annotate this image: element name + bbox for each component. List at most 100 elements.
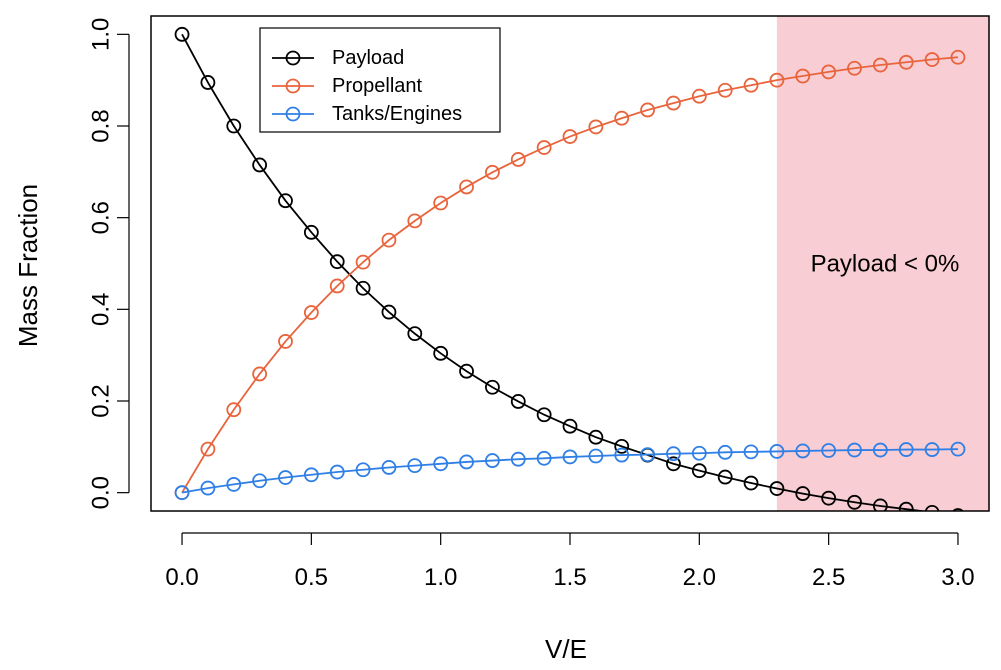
series-payload: [174, 26, 964, 511]
shaded-region-label: Payload < 0%: [811, 251, 960, 278]
data-point: [459, 363, 474, 379]
data-point: [769, 72, 785, 88]
data-point: [433, 195, 449, 211]
data-point: [278, 470, 293, 485]
data-point: [252, 473, 268, 489]
data-point: [691, 445, 707, 461]
data-point: [381, 460, 397, 475]
legend-label: Tanks/Engines: [332, 103, 462, 125]
data-point: [226, 402, 242, 418]
data-point: [510, 152, 526, 167]
x-tick-label: 1.0: [424, 564, 457, 591]
y-axis: 0.0 0.2 0.4 0.6 0.8 1.0: [88, 18, 130, 509]
data-point: [252, 157, 268, 173]
data-point: [329, 278, 345, 294]
data-point: [588, 429, 604, 445]
data-point: [821, 443, 837, 458]
data-point: [200, 75, 216, 90]
x-tick-label: 3.0: [941, 564, 974, 591]
data-point: [303, 224, 319, 240]
data-point: [666, 456, 681, 472]
legend-entry: Propellant: [272, 75, 423, 97]
data-point: [691, 463, 707, 479]
plot-frame: [150, 15, 990, 512]
x-tick-label: 2.0: [683, 564, 716, 591]
data-point: [433, 456, 449, 472]
x-axis-title: V/E: [545, 634, 587, 664]
series-line: [181, 33, 929, 511]
data-point: [795, 443, 811, 459]
data-point: [950, 49, 966, 65]
data-point: [433, 345, 449, 361]
data-point: [485, 379, 500, 395]
data-point: [950, 441, 966, 457]
y-tick-label: 0.4: [88, 293, 115, 326]
data-point: [924, 52, 940, 67]
legend-marker: [285, 78, 301, 94]
y-axis-title: Mass Fraction: [13, 184, 43, 347]
x-tick-label: 0.5: [295, 564, 328, 591]
series-line: [181, 56, 959, 494]
data-point: [691, 88, 707, 104]
data-point: [769, 481, 785, 496]
data-point: [226, 118, 242, 134]
data-point: [536, 450, 552, 466]
data-point: [174, 26, 190, 42]
data-point: [278, 193, 293, 209]
data-point: [355, 280, 371, 296]
data-point: [847, 60, 862, 76]
data-point: [872, 57, 888, 73]
data-point: [329, 254, 345, 270]
data-point: [614, 110, 630, 126]
data-point: [924, 504, 940, 511]
data-point: [821, 490, 837, 506]
data-point: [355, 254, 371, 270]
data-point: [769, 444, 785, 459]
legend: Payload Propellant Tanks/Engines: [259, 27, 501, 133]
legend-entry: Payload: [272, 47, 404, 69]
y-tick-label: 0.8: [88, 109, 115, 142]
data-point: [303, 467, 319, 483]
data-point: [717, 444, 733, 460]
series-layer: [174, 26, 966, 511]
data-point: [717, 82, 733, 98]
data-point: [562, 129, 578, 144]
data-point: [459, 454, 474, 470]
legend-marker: [285, 50, 301, 66]
data-point: [743, 77, 759, 93]
data-point: [898, 442, 914, 457]
data-point: [407, 458, 423, 474]
data-point: [640, 102, 655, 118]
data-point: [536, 140, 552, 155]
y-tick-label: 0.0: [88, 476, 115, 509]
data-point: [952, 508, 964, 511]
data-point: [666, 446, 681, 462]
legend-marker: [285, 106, 301, 122]
data-point: [795, 486, 811, 501]
data-point: [485, 453, 500, 468]
data-point: [847, 442, 862, 458]
data-point: [872, 442, 888, 458]
data-point: [640, 447, 655, 463]
series-tanks-engines: [174, 441, 966, 501]
data-point: [407, 213, 423, 229]
data-point: [200, 480, 216, 496]
data-point: [743, 444, 759, 460]
x-tick-label: 0.0: [165, 564, 198, 591]
y-tick-label: 0.6: [88, 201, 115, 234]
data-point: [898, 54, 914, 70]
data-point: [303, 305, 319, 320]
data-point: [562, 418, 578, 434]
data-point: [666, 95, 681, 111]
data-point: [872, 498, 888, 511]
data-point: [226, 477, 242, 492]
data-point: [200, 441, 216, 457]
data-point: [278, 334, 293, 349]
y-tick-label: 0.2: [88, 384, 115, 417]
data-point: [329, 464, 345, 480]
data-point: [588, 119, 604, 135]
data-point: [562, 449, 578, 465]
data-point: [821, 64, 837, 80]
shaded-region: [776, 16, 989, 511]
